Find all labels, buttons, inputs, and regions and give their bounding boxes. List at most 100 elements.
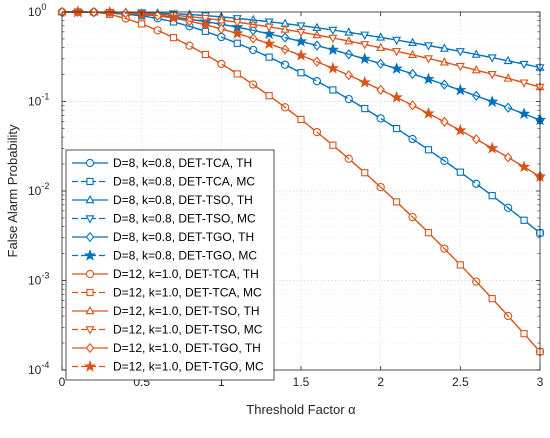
square-marker	[265, 53, 273, 61]
star-marker	[262, 27, 276, 40]
y-tick-label: 10-1	[28, 92, 49, 109]
square-marker	[233, 39, 241, 47]
legend-label: D=8, k=0.8, DET-TGO, TH	[113, 230, 254, 244]
x-axis-label: Threshold Factor α	[246, 402, 356, 417]
legend-item: D=12, k=1.0, DET-TSO, TH	[72, 304, 260, 318]
square-marker	[488, 295, 496, 303]
square-marker	[201, 27, 210, 35]
series-11	[61, 5, 547, 182]
triangle-down-marker	[519, 60, 529, 70]
legend: D=8, k=0.8, DET-TCA, TH D=8, k=0.8, DET-T…	[65, 149, 275, 381]
square-marker	[361, 169, 369, 177]
triangle-down-marker	[455, 62, 465, 72]
circle-marker	[312, 77, 322, 86]
circle-marker	[185, 41, 194, 50]
legend-label: D=12, k=1.0, DET-TGO, MC	[113, 360, 264, 374]
legend-label: D=12, k=1.0, DET-TSO, MC	[113, 323, 263, 337]
star-marker	[294, 48, 308, 61]
triangle-down-marker	[455, 48, 465, 57]
triangle-up-marker	[344, 27, 354, 36]
diamond-marker	[217, 23, 226, 35]
legend-item: D=8, k=0.8, DET-TSO, TH	[72, 193, 253, 207]
square-marker	[233, 70, 241, 78]
y-tick-label: 10-3	[28, 271, 49, 288]
legend-item: D=8, k=0.8, DET-TCA, MC	[72, 175, 255, 189]
legend-item: D=8, k=0.8, DET-TCA, TH	[72, 156, 252, 170]
square-marker	[265, 92, 273, 100]
diamond-marker	[85, 231, 95, 243]
x-tick-label: 1	[218, 375, 225, 389]
triangle-up-marker	[85, 194, 95, 204]
star-marker	[326, 43, 340, 56]
square-marker	[520, 330, 528, 338]
square-marker	[86, 288, 94, 297]
circle-marker	[376, 114, 385, 123]
square-marker	[424, 146, 433, 154]
circle-marker	[153, 26, 162, 35]
star-marker	[422, 72, 435, 85]
star-marker	[199, 18, 212, 31]
triangle-down-marker	[328, 34, 338, 44]
square-marker	[86, 177, 94, 186]
square-marker	[424, 229, 433, 237]
circle-marker	[217, 59, 226, 69]
star-marker	[83, 248, 97, 261]
legend-item: D=8, k=0.8, DET-TGO, TH	[72, 230, 254, 244]
circle-marker	[280, 60, 290, 69]
square-marker	[169, 34, 178, 42]
circle-marker	[249, 45, 258, 55]
legend-box	[65, 149, 275, 381]
triangle-down-marker	[423, 42, 433, 51]
star-marker	[83, 359, 97, 372]
triangle-down-marker	[264, 18, 274, 27]
legend-label: D=12, k=1.0, DET-TCA, TH	[113, 267, 259, 281]
legend-label: D=8, k=0.8, DET-TCA, MC	[113, 175, 255, 189]
legend-item: D=8, k=0.8, DET-TGO, MC	[72, 249, 257, 263]
star-marker	[390, 90, 403, 103]
square-marker	[297, 115, 305, 124]
legend-label: D=8, k=0.8, DET-TSO, TH	[113, 193, 253, 207]
triangle-down-marker	[487, 70, 497, 80]
triangle-down-marker	[85, 215, 95, 224]
square-marker	[392, 124, 401, 133]
star-marker	[294, 34, 308, 47]
star-marker	[326, 61, 340, 74]
star-marker	[517, 107, 531, 120]
x-tick-label: 3	[537, 375, 544, 389]
triangle-down-marker	[519, 79, 529, 88]
star-marker	[517, 160, 531, 173]
triangle-up-marker	[85, 305, 95, 315]
triangle-down-marker	[232, 18, 242, 28]
square-marker	[329, 141, 337, 149]
diamond-marker	[312, 40, 322, 51]
triangle-down-marker	[296, 28, 306, 38]
legend-item: D=12, k=1.0, DET-TGO, TH	[72, 341, 261, 355]
x-tick-label: 2.5	[452, 375, 469, 389]
triangle-down-marker	[296, 22, 306, 31]
star-marker	[390, 62, 403, 74]
triangle-down-marker	[360, 31, 370, 40]
x-tick-label: 1.5	[293, 375, 310, 389]
legend-item: D=12, k=1.0, DET-TSO, MC	[72, 323, 263, 337]
triangle-down-marker	[392, 47, 402, 57]
triangle-down-marker	[360, 41, 370, 50]
square-marker	[361, 104, 369, 113]
triangle-up-marker	[280, 24, 290, 33]
square-marker	[520, 216, 528, 224]
legend-label: D=8, k=0.8, DET-TGO, MC	[113, 249, 257, 263]
y-axis-label: False Alarm Probability	[5, 124, 20, 257]
y-tick-label: 10-4	[28, 360, 49, 377]
legend-item: D=12, k=1.0, DET-TGO, MC	[72, 360, 264, 374]
star-marker	[231, 26, 244, 39]
square-marker	[201, 50, 210, 59]
star-marker	[422, 106, 435, 119]
legend-label: D=12, k=1.0, DET-TCA, MC	[113, 286, 262, 300]
star-marker	[358, 75, 371, 88]
star-marker	[71, 5, 85, 18]
x-tick-label: 2	[377, 375, 384, 389]
star-marker	[454, 123, 467, 136]
legend-item: D=8, k=0.8, DET-TSO, MC	[72, 212, 256, 226]
star-marker	[262, 37, 276, 50]
square-marker	[456, 168, 464, 176]
